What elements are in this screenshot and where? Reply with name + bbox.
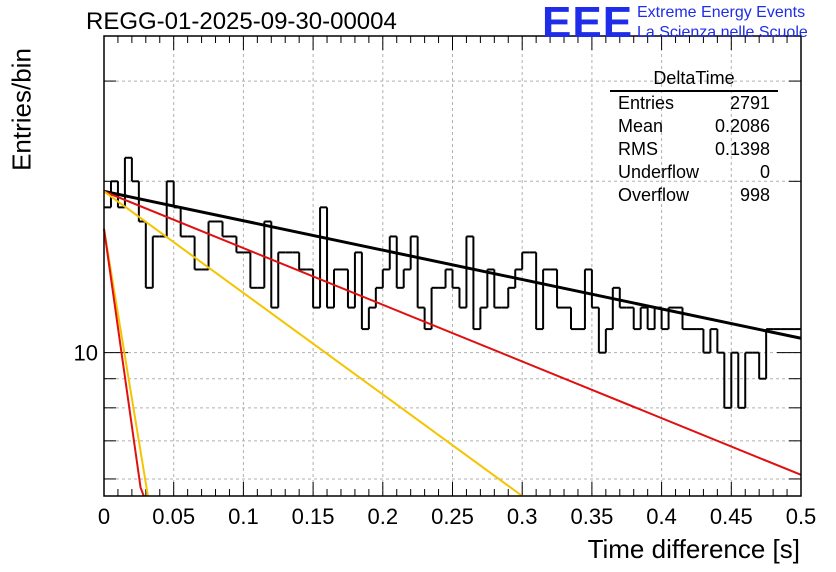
stats-label: Entries (618, 93, 675, 113)
stats-label: Mean (618, 116, 664, 136)
stats-label: Underflow (618, 162, 700, 182)
stats-value: 0 (759, 162, 770, 182)
stats-row: Mean 0.2086 (610, 115, 778, 138)
stats-value: 0.2086 (714, 116, 770, 136)
x-tick-label: 0.5 (786, 504, 817, 529)
stats-label: Overflow (618, 185, 690, 205)
curve-fit-total (103, 189, 802, 340)
x-tick-label: 0.15 (292, 504, 335, 529)
x-tick-label: 0.45 (710, 504, 753, 529)
logo-subtitle-2: La Scienza nelle Scuole (637, 24, 808, 41)
curve-red-fast (103, 228, 145, 497)
stats-row: RMS 0.1398 (610, 138, 778, 161)
chart-title: REGG-01-2025-09-30-00004 (86, 8, 397, 35)
logo-subtitle-1: Extreme Energy Events (637, 4, 806, 21)
x-tick-label: 0.35 (570, 504, 613, 529)
stats-value: 0.1398 (714, 139, 770, 159)
stats-row: Underflow 0 (610, 161, 778, 184)
stats-box: DeltaTime Entries 2791 Mean 0.2086 RMS 0… (610, 68, 778, 207)
y-tick-label: 10 (74, 341, 98, 366)
plot-frame (103, 35, 802, 497)
x-tick-label: 0 (98, 504, 110, 529)
stats-row: Entries 2791 (610, 92, 778, 115)
y-axis-label: Entries/bin (6, 48, 37, 171)
x-axis-label: Time difference [s] (587, 534, 800, 564)
stats-row: Overflow 998 (610, 184, 778, 207)
curve-yellow-fast (103, 228, 149, 497)
eee-logo: EEE (542, 0, 634, 47)
x-tick-label: 0.25 (431, 504, 474, 529)
x-tick-label: 0.05 (152, 504, 195, 529)
curve-red-slow (103, 190, 802, 476)
stats-value: 2791 (729, 93, 770, 113)
x-tick-label: 0.2 (368, 504, 399, 529)
x-tick-label: 0.3 (507, 504, 538, 529)
stats-title: DeltaTime (610, 68, 778, 92)
curve-yellow-mid (103, 190, 523, 497)
x-tick-label: 0.4 (646, 504, 677, 529)
stats-label: RMS (618, 139, 658, 159)
x-tick-label: 0.1 (228, 504, 259, 529)
stats-value: 998 (739, 185, 770, 205)
